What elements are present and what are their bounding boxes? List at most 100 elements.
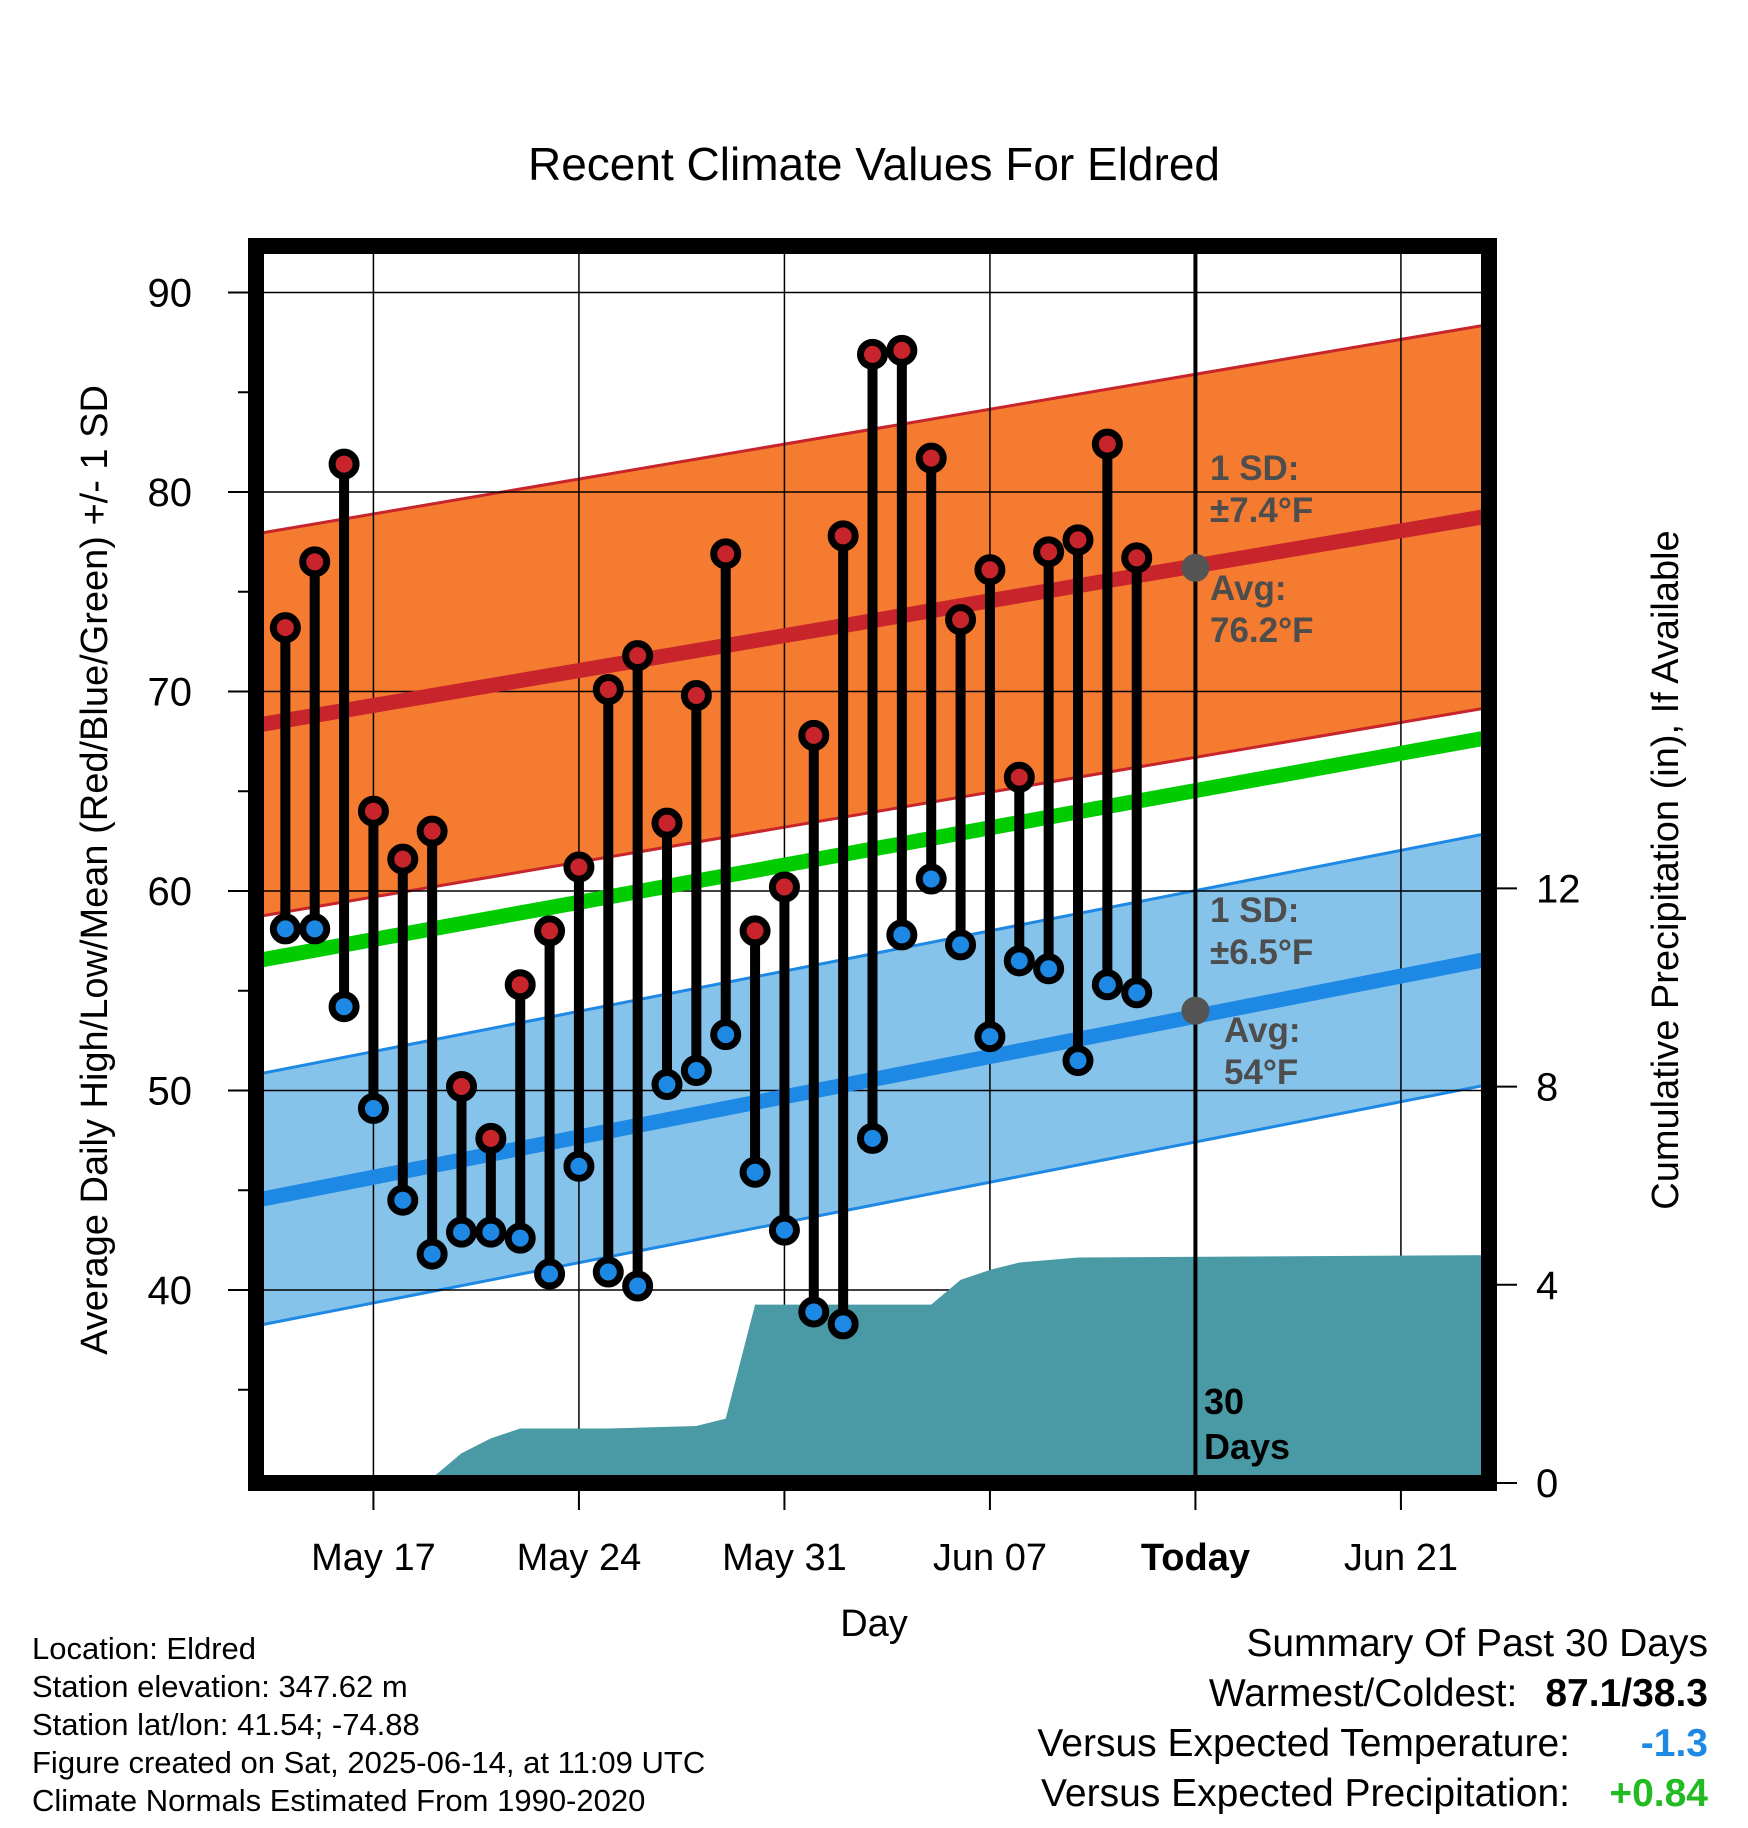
daily-low-point — [915, 863, 947, 895]
summary-panel: Summary Of Past 30 Days Warmest/Coldest:… — [1037, 1622, 1708, 1822]
daily-high-point — [1062, 524, 1094, 556]
info-latlon: Station lat/lon: 41.54; -74.88 — [32, 1707, 420, 1742]
daily-low-point — [563, 1150, 595, 1182]
y-tick-label-left: 70 — [148, 671, 193, 715]
y-tick-label-left: 60 — [148, 870, 193, 914]
daily-high-point — [886, 334, 918, 366]
daily-high-point — [945, 604, 977, 636]
daily-high-point — [1003, 761, 1035, 793]
x-tick-label: May 31 — [722, 1537, 847, 1579]
daily-low-point — [475, 1216, 507, 1248]
chart-title: Recent Climate Values For Eldred — [528, 138, 1220, 190]
daily-low-point — [798, 1296, 830, 1328]
daily-low-point — [446, 1216, 477, 1248]
y-tick-label-left: 90 — [148, 272, 193, 316]
daily-low-point — [974, 1021, 1006, 1053]
daily-high-point — [1091, 428, 1123, 460]
daily-high-point — [857, 338, 888, 370]
daily-high-point — [827, 520, 859, 552]
today-low-avg-marker — [1181, 996, 1210, 1025]
info-created: Figure created on Sat, 2025-06-14, at 11… — [32, 1745, 706, 1780]
today-high-avg-marker — [1181, 553, 1210, 582]
warm-cold-label: Warmest/Coldest: — [1208, 1672, 1518, 1715]
daily-low-point — [1062, 1045, 1094, 1077]
daily-low-point — [299, 913, 331, 945]
daily-low-point — [768, 1214, 800, 1246]
daily-low-point — [680, 1055, 712, 1087]
daily-high-point — [534, 915, 566, 947]
daily-high-point — [328, 448, 360, 480]
x-tick-label: Today — [1141, 1537, 1250, 1579]
y-tick-label-left: 80 — [148, 471, 193, 515]
daily-high-point — [1121, 542, 1153, 574]
x-tick-label: May 24 — [517, 1537, 642, 1579]
daily-high-point — [504, 969, 536, 1001]
y-axis-label-right: Cumulative Precipitation (in), If Availa… — [1645, 530, 1687, 1209]
daily-low-point — [269, 913, 301, 945]
daily-high-point — [475, 1122, 507, 1154]
daily-low-point — [387, 1184, 419, 1216]
info-elevation: Station elevation: 347.62 m — [32, 1669, 408, 1704]
info-location: Location: Eldred — [32, 1631, 257, 1666]
daily-low-point — [592, 1256, 624, 1288]
y-tick-label-left: 40 — [148, 1269, 193, 1313]
daily-low-point — [857, 1122, 888, 1154]
y-tick-label-right: 12 — [1536, 867, 1581, 911]
daily-low-point — [945, 929, 977, 961]
daily-low-point — [534, 1258, 566, 1290]
x-tick-label: May 17 — [311, 1537, 436, 1579]
daily-high-point — [387, 843, 419, 875]
daily-high-point — [446, 1071, 477, 1103]
daily-high-point — [798, 719, 830, 751]
daily-low-point — [504, 1222, 536, 1254]
low-band-lower-edge — [256, 1083, 1489, 1328]
daily-high-point — [1033, 536, 1065, 568]
y-tick-label-right: 4 — [1536, 1264, 1558, 1308]
precip-area — [285, 1255, 1489, 1483]
daily-high-point — [974, 554, 1006, 586]
precip-anomaly-label: Versus Expected Precipitation: — [1041, 1772, 1570, 1815]
y-tick-label-left: 50 — [148, 1070, 193, 1114]
daily-high-point — [622, 640, 654, 672]
daily-high-point — [915, 442, 947, 474]
info-normals: Climate Normals Estimated From 1990-2020 — [32, 1783, 646, 1818]
daily-high-point — [357, 795, 389, 827]
window-annotation: 30 Days — [1204, 1381, 1290, 1467]
daily-low-point — [328, 991, 360, 1023]
x-tick-label: Jun 07 — [933, 1537, 1047, 1579]
daily-low-point — [357, 1092, 389, 1124]
daily-high-point — [768, 871, 800, 903]
daily-low-point — [1003, 945, 1035, 977]
y-axis-label-left: Average Daily High/Low/Mean (Red/Blue/Gr… — [74, 385, 116, 1355]
plot-frame — [248, 238, 1497, 1491]
daily-high-point — [299, 546, 331, 578]
daily-high-point — [710, 538, 742, 570]
y-tick-label-right: 0 — [1536, 1462, 1558, 1506]
daily-high-point — [651, 807, 683, 839]
temp-anomaly-value: -1.3 — [1640, 1722, 1708, 1765]
daily-high-point — [739, 915, 771, 947]
daily-high-point — [680, 679, 712, 711]
station-info: Location: Eldred Station elevation: 347.… — [32, 1630, 705, 1820]
daily-low-point — [1033, 953, 1065, 985]
daily-low-point — [739, 1156, 771, 1188]
x-axis-label: Day — [840, 1603, 908, 1645]
y-tick-label-right: 8 — [1536, 1066, 1558, 1110]
daily-low-point — [416, 1238, 448, 1270]
daily-high-point — [592, 674, 624, 706]
daily-low-point — [827, 1308, 859, 1340]
daily-low-point — [622, 1270, 654, 1302]
daily-high-point — [563, 851, 595, 883]
daily-high-point — [416, 815, 448, 847]
daily-low-point — [651, 1069, 683, 1101]
daily-low-point — [1091, 969, 1123, 1001]
x-tick-label: Jun 21 — [1344, 1537, 1458, 1579]
precip-anomaly-value: +0.84 — [1609, 1772, 1708, 1815]
high-avg-annotation: Avg: 76.2°F — [1210, 569, 1314, 650]
summary-title: Summary Of Past 30 Days — [1246, 1622, 1708, 1665]
warm-cold-value: 87.1/38.3 — [1545, 1672, 1708, 1715]
daily-high-point — [269, 612, 301, 644]
high-sd-annotation: 1 SD: ±7.4°F — [1210, 449, 1313, 530]
daily-low-point — [710, 1019, 742, 1051]
